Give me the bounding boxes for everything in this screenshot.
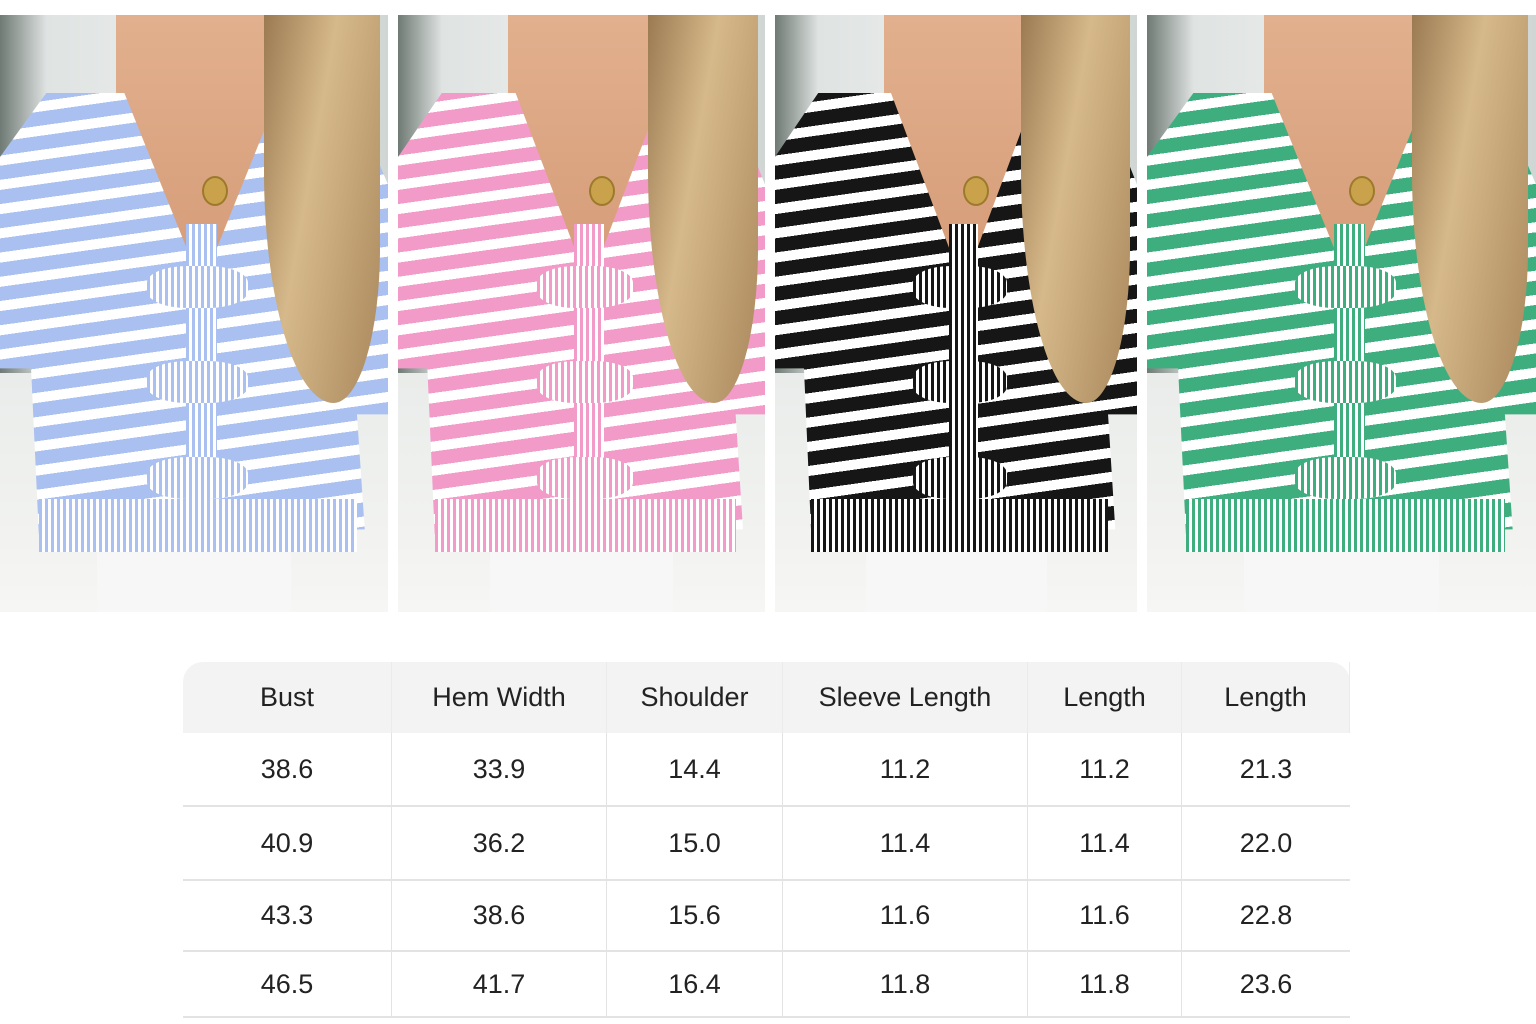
column-header: Length bbox=[1028, 662, 1182, 733]
column-header: Hem Width bbox=[392, 662, 607, 733]
table-cell: 38.6 bbox=[392, 881, 607, 950]
necklace-pendant bbox=[201, 176, 228, 207]
table-cell: 22.8 bbox=[1239, 900, 1293, 930]
table-row: 46.5 41.7 16.4 11.8 11.8 23.6 bbox=[183, 952, 1350, 1018]
table-cell: 43.3 bbox=[183, 881, 392, 950]
bow bbox=[1294, 361, 1396, 404]
table-cell: 14.4 bbox=[607, 733, 783, 805]
table-cell: 15.0 bbox=[607, 807, 783, 879]
table-cell: 38.6 bbox=[183, 733, 392, 805]
table-cell: 11.2 bbox=[1028, 733, 1182, 805]
table-cell: 41.7 bbox=[392, 952, 607, 1016]
column-header: Bust bbox=[183, 662, 392, 733]
column-header: Shoulder bbox=[607, 662, 783, 733]
table-cell: 36.2 bbox=[392, 807, 607, 879]
table-row: 43.3 38.6 15.6 11.6 11.6 22.8 bbox=[183, 881, 1350, 952]
bow bbox=[912, 361, 1007, 404]
size-chart-table: Bust Hem Width Shoulder Sleeve Length Length… bbox=[183, 662, 1350, 1018]
bow bbox=[147, 361, 249, 404]
table-cell: 46.5 bbox=[183, 952, 392, 1016]
table-cell: 11.4 bbox=[1028, 807, 1182, 879]
bow bbox=[1294, 265, 1396, 308]
bow bbox=[537, 456, 633, 499]
table-cell: 11.6 bbox=[1028, 881, 1182, 950]
table-cell: 11.6 bbox=[783, 881, 1028, 950]
table-cell: 11.8 bbox=[783, 952, 1028, 1016]
product-photo-black bbox=[775, 15, 1137, 612]
table-cell: 15.6 bbox=[607, 881, 783, 950]
product-photo-blue bbox=[0, 15, 388, 612]
table-cell: 11.8 bbox=[1028, 952, 1182, 1016]
table-row: 40.9 36.2 15.0 11.4 11.4 22.0 bbox=[183, 807, 1350, 881]
bow bbox=[147, 265, 249, 308]
bow bbox=[1294, 456, 1396, 499]
necklace-pendant bbox=[963, 176, 990, 207]
necklace-pendant bbox=[588, 176, 615, 207]
product-photo-green bbox=[1147, 15, 1536, 612]
table-header: Bust Hem Width Shoulder Sleeve Length Length… bbox=[183, 662, 1350, 733]
bow bbox=[147, 456, 249, 499]
product-photo-pink bbox=[398, 15, 765, 612]
table-cell: 40.9 bbox=[183, 807, 392, 879]
bow bbox=[537, 361, 633, 404]
table-cell: 22.0 bbox=[1239, 827, 1293, 858]
table-cell: 23.6 bbox=[1239, 968, 1293, 999]
column-header: Sleeve Length bbox=[783, 662, 1028, 733]
table-cell: 11.2 bbox=[783, 733, 1028, 805]
necklace-pendant bbox=[1349, 176, 1376, 207]
column-header: Length bbox=[1182, 662, 1350, 733]
table-cell: 11.4 bbox=[783, 807, 1028, 879]
table-cell: 33.9 bbox=[392, 733, 607, 805]
table-cell: 16.4 bbox=[607, 952, 783, 1016]
bow bbox=[912, 456, 1007, 499]
table-cell: 21.3 bbox=[1239, 753, 1293, 784]
bow bbox=[537, 265, 633, 308]
table-row: 38.6 33.9 14.4 11.2 11.2 21.3 bbox=[183, 733, 1350, 807]
bow bbox=[912, 265, 1007, 308]
